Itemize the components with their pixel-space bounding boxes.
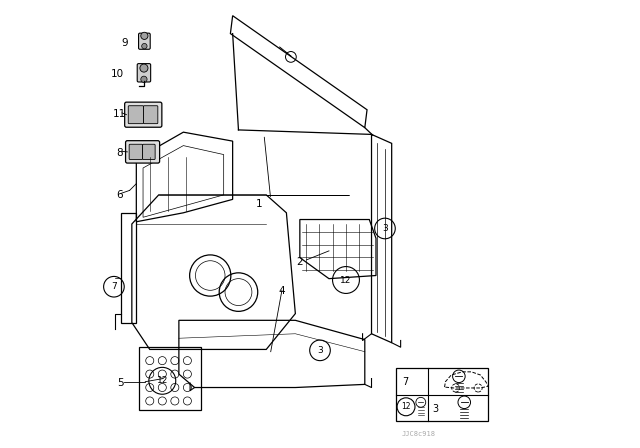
Text: 1: 1 <box>256 199 263 209</box>
FancyBboxPatch shape <box>143 144 155 159</box>
FancyBboxPatch shape <box>128 106 143 124</box>
FancyBboxPatch shape <box>139 33 150 49</box>
Text: 5: 5 <box>117 378 124 388</box>
Text: 7: 7 <box>402 377 408 387</box>
Circle shape <box>141 76 147 82</box>
Text: 9: 9 <box>121 38 127 47</box>
Text: JJC8c918: JJC8c918 <box>401 431 436 437</box>
Text: 8: 8 <box>116 148 123 158</box>
Text: 12: 12 <box>157 376 168 385</box>
FancyBboxPatch shape <box>137 64 150 82</box>
Circle shape <box>141 43 147 49</box>
Text: 7: 7 <box>111 282 116 291</box>
Text: 3: 3 <box>382 224 388 233</box>
Text: 12: 12 <box>340 276 351 284</box>
Text: 12: 12 <box>401 402 411 411</box>
FancyBboxPatch shape <box>129 144 143 159</box>
FancyBboxPatch shape <box>143 106 158 124</box>
Text: 11: 11 <box>113 109 126 119</box>
Text: 3: 3 <box>317 346 323 355</box>
Text: 6: 6 <box>116 190 123 200</box>
FancyBboxPatch shape <box>125 141 159 163</box>
Text: 3: 3 <box>433 404 438 414</box>
Text: 2: 2 <box>296 257 303 267</box>
Text: 10: 10 <box>111 69 124 79</box>
FancyBboxPatch shape <box>125 102 162 127</box>
Text: 4: 4 <box>278 286 285 296</box>
Circle shape <box>141 32 148 39</box>
Circle shape <box>140 64 148 72</box>
